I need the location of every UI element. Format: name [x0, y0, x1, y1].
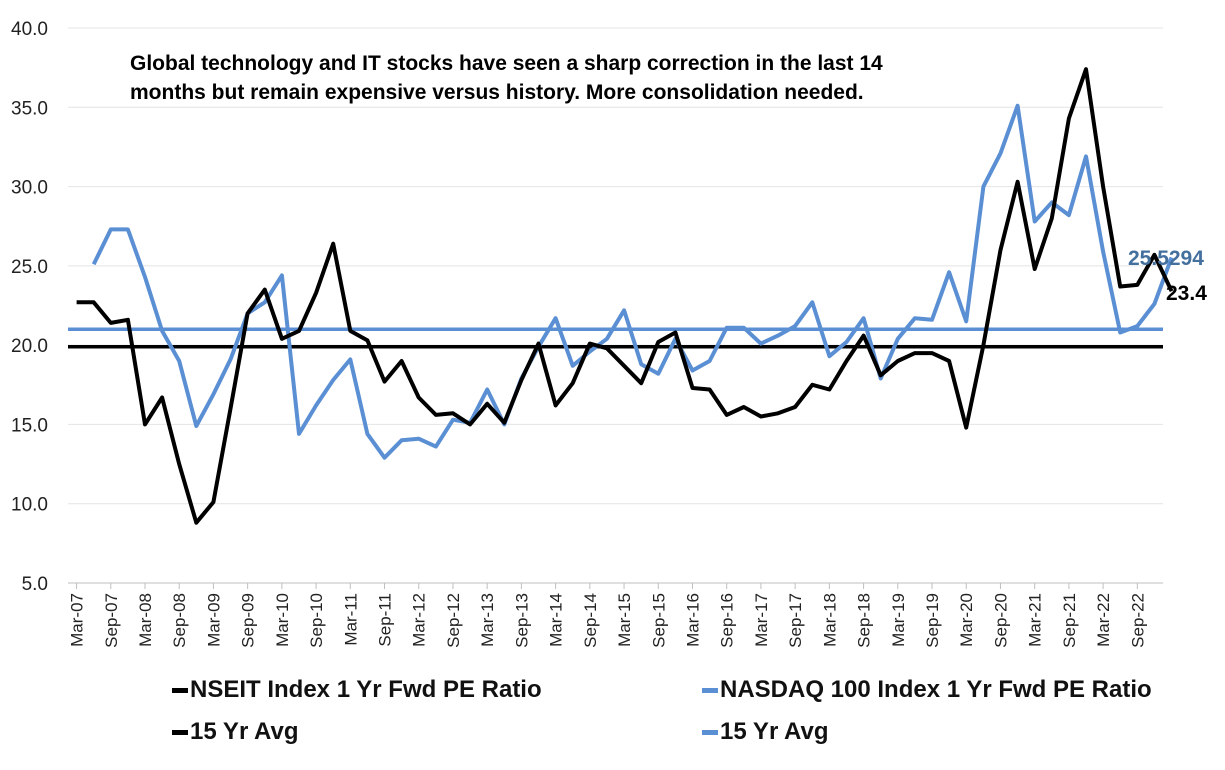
x-tick-label: Sep-14 [581, 593, 600, 648]
x-tick-label: Mar-08 [136, 593, 155, 647]
x-tick-label: Sep-18 [855, 593, 874, 648]
legend-label-nasdaq: NASDAQ 100 Index 1 Yr Fwd PE Ratio [720, 676, 1152, 703]
x-tick-label: Sep-16 [718, 593, 737, 648]
pe-ratio-chart: 5.0 10.0 15.0 20.0 25.0 30.0 35.0 40.0 Mar-07 Se… [11, 19, 1207, 648]
y-axis: 5.0 10.0 15.0 20.0 25.0 30.0 35.0 40.0 [11, 19, 1163, 595]
y-tick-label: 35.0 [11, 98, 48, 119]
nasdaq-pe-line [91, 103, 1174, 460]
legend-label-nseit-avg: 15 Yr Avg [190, 718, 299, 745]
x-tick-label: Sep-13 [512, 593, 531, 648]
series-lines [76, 67, 1174, 525]
legend-label-nseit: NSEIT Index 1 Yr Fwd PE Ratio [190, 676, 542, 703]
x-tick-label: Mar-13 [478, 593, 497, 647]
y-tick-label: 5.0 [22, 574, 48, 595]
x-tick-label: Sep-08 [170, 593, 189, 648]
y-tick-label: 30.0 [11, 178, 48, 199]
x-tick-label: Mar-17 [752, 593, 771, 647]
legend-item-nseit-avg: 15 Yr Avg [172, 718, 299, 746]
legend-swatch-nasdaq [702, 687, 718, 693]
y-tick-label: 40.0 [11, 19, 48, 40]
x-tick-label: Sep-12 [444, 593, 463, 648]
annotation-line-2: months but remain expensive versus histo… [130, 81, 864, 104]
x-tick-label: Sep-10 [307, 593, 326, 648]
x-tick-label: Sep-09 [239, 593, 258, 648]
nasdaq-end-label: 25.5294 [1128, 247, 1204, 270]
x-tick-label: Mar-22 [1094, 593, 1113, 647]
legend-item-nasdaq-avg: 15 Yr Avg [702, 718, 829, 746]
legend-item-nasdaq: NASDAQ 100 Index 1 Yr Fwd PE Ratio [702, 676, 1152, 704]
x-tick-label: Mar-14 [547, 593, 566, 647]
legend-swatch-nasdaq-avg [702, 729, 718, 735]
legend-item-nseit: NSEIT Index 1 Yr Fwd PE Ratio [172, 676, 542, 704]
average-lines [68, 327, 1163, 349]
x-axis: Mar-07 Sep-07 Mar-08 Sep-08 Mar-09 Sep-09 Mar-… [68, 583, 1147, 648]
x-tick-label: Sep-21 [1060, 593, 1079, 648]
legend-swatch-nseit [172, 687, 188, 693]
nseit-pe-line [76, 67, 1174, 525]
x-tick-label: Sep-19 [923, 593, 942, 648]
x-tick-label: Mar-18 [820, 593, 839, 647]
x-tick-label: Mar-12 [410, 593, 429, 647]
x-tick-label: Mar-11 [341, 593, 360, 646]
legend-label-nasdaq-avg: 15 Yr Avg [720, 718, 829, 745]
x-tick-label: Mar-21 [1026, 593, 1045, 647]
x-tick-label: Sep-20 [991, 593, 1010, 648]
x-tick-label: Mar-16 [683, 593, 702, 647]
x-tick-label: Mar-07 [68, 593, 87, 647]
nseit-end-label: 23.4 [1166, 282, 1207, 305]
x-tick-label: Mar-15 [615, 593, 634, 647]
x-tick-label: Mar-19 [889, 593, 908, 647]
x-tick-label: Mar-20 [957, 593, 976, 647]
y-tick-label: 20.0 [11, 336, 48, 357]
x-tick-label: Mar-10 [273, 593, 292, 647]
y-tick-label: 15.0 [11, 415, 48, 436]
x-tick-label: Sep-22 [1128, 593, 1147, 648]
legend-swatch-nseit-avg [172, 729, 188, 735]
y-tick-label: 10.0 [11, 495, 48, 516]
x-tick-label: Sep-17 [786, 593, 805, 648]
annotation-line-1: Global technology and IT stocks have see… [130, 52, 883, 75]
x-tick-label: Sep-11 [376, 593, 395, 647]
x-tick-label: Sep-15 [649, 593, 668, 648]
x-tick-label: Sep-07 [102, 593, 121, 648]
y-tick-label: 25.0 [11, 257, 48, 278]
x-tick-label: Mar-09 [204, 593, 223, 647]
